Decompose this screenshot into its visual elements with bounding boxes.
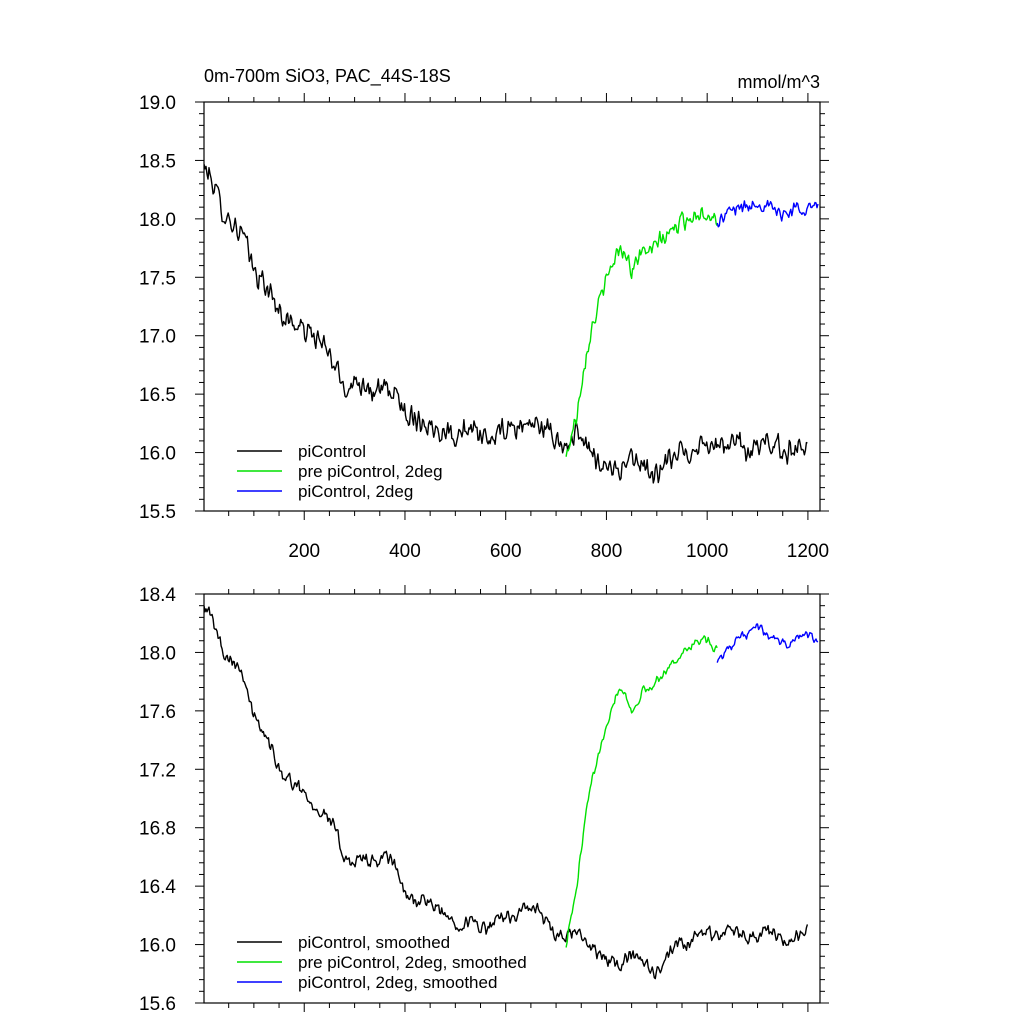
y-tick-label: 15.5 <box>139 502 176 523</box>
y-tick-label: 17.0 <box>139 327 176 348</box>
legend-label: piControl, 2deg <box>298 482 413 501</box>
y-tick-label: 16.4 <box>139 877 176 898</box>
legend-label: piControl, 2deg, smoothed <box>298 973 497 992</box>
units-label: mmol/m^3 <box>738 72 820 92</box>
legend-label: pre piControl, 2deg, smoothed <box>298 953 527 972</box>
y-tick-label: 17.5 <box>139 268 176 289</box>
y-tick-label: 16.0 <box>139 936 176 957</box>
legend-label: piControl, smoothed <box>298 933 450 952</box>
y-tick-label: 18.5 <box>139 151 176 172</box>
y-tick-label: 19.0 <box>139 93 176 114</box>
series-line <box>716 623 819 663</box>
series-line <box>565 635 718 948</box>
y-tick-label: 18.0 <box>139 210 176 231</box>
series-line <box>204 163 808 484</box>
plot-frame <box>203 101 821 512</box>
series-line <box>565 206 718 457</box>
x-tick-label: 600 <box>490 541 522 562</box>
y-tick-label: 16.5 <box>139 385 176 406</box>
y-tick-label: 15.6 <box>139 994 176 1015</box>
legend-label: piControl <box>298 442 366 461</box>
x-tick-label: 400 <box>389 541 421 562</box>
x-tick-label: 1000 <box>686 541 728 562</box>
bottom-panel: 15.6 16.0 16.4 16.8 17.2 17.6 18.0 18.4 piContro… <box>139 585 829 1015</box>
x-tick-label: 1200 <box>787 541 829 562</box>
series-line <box>716 199 819 228</box>
legend-label: pre piControl, 2deg <box>298 462 443 481</box>
x-tick-label: 800 <box>591 541 623 562</box>
y-tick-label: 17.6 <box>139 702 176 723</box>
y-tick-label: 17.2 <box>139 760 176 781</box>
y-tick-label: 16.8 <box>139 819 176 840</box>
y-tick-label: 18.0 <box>139 643 176 664</box>
y-tick-label: 18.4 <box>139 585 176 606</box>
y-tick-label: 16.0 <box>139 444 176 465</box>
plot-frame <box>203 593 821 1004</box>
x-tick-label: 200 <box>288 541 320 562</box>
series-line <box>204 605 809 980</box>
chart-title: 0m-700m SiO3, PAC_44S-18S <box>204 66 451 87</box>
top-panel: 200 400 600 800 1000 1200 15.5 16.0 16.5 17.0 17.5… <box>139 93 829 562</box>
